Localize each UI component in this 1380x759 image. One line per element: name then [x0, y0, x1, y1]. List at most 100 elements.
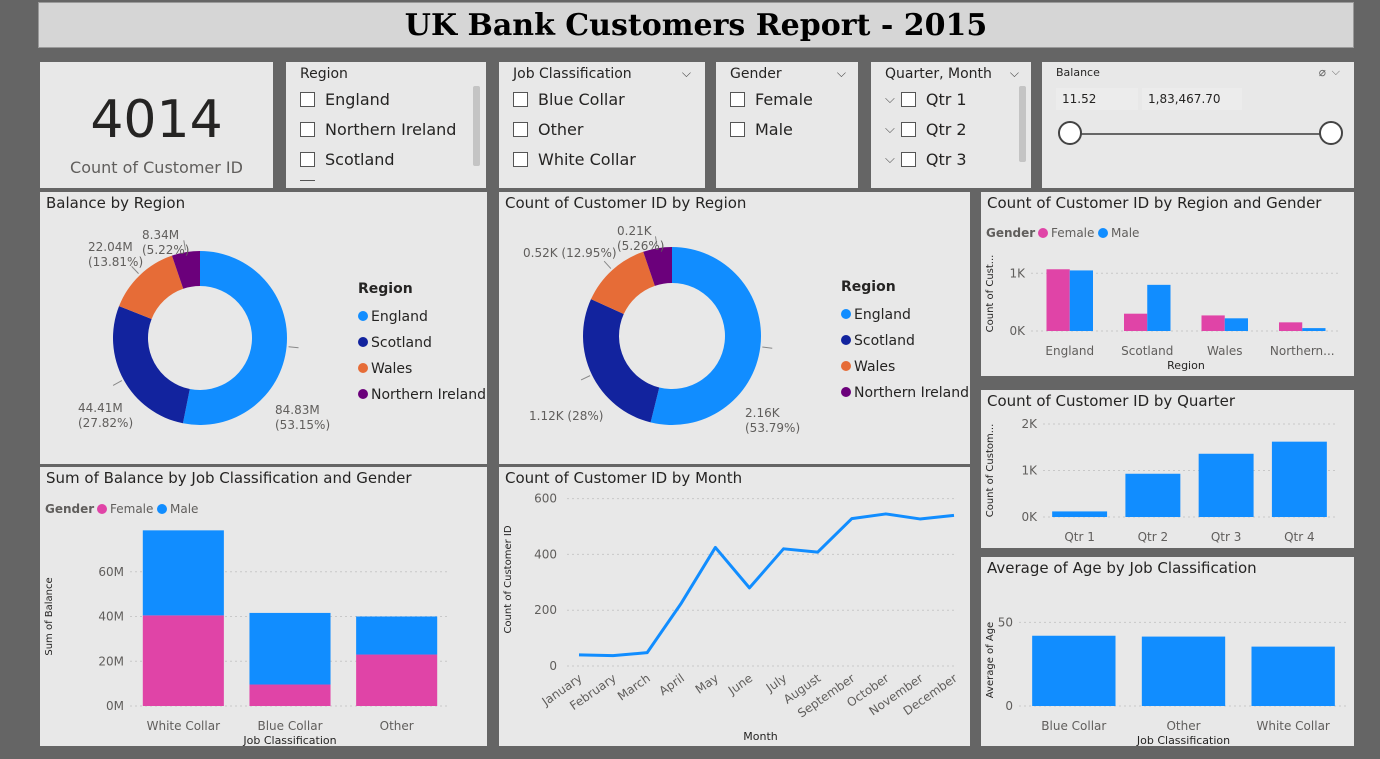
bar [1147, 284, 1171, 331]
checkbox[interactable] [300, 92, 315, 107]
balance-min-input[interactable]: 11.52 [1056, 88, 1138, 110]
x-tick-label: Blue Collar [257, 719, 322, 733]
y-tick-label: 50 [998, 615, 1013, 629]
job-slicer: Job Classification ⌵ Blue Collar Other W… [499, 62, 705, 188]
option-label: Northern Ireland [325, 120, 457, 139]
slicer-option[interactable]: Scotland [300, 150, 395, 169]
balance-max-input[interactable]: 1,83,467.70 [1142, 88, 1242, 110]
checkbox[interactable] [513, 92, 528, 107]
checkbox[interactable] [513, 152, 528, 167]
option-label: White Collar [538, 150, 636, 169]
slider-min-handle[interactable] [1058, 121, 1082, 145]
legend-marker [1038, 228, 1048, 238]
x-tick-label: Blue Collar [1041, 719, 1106, 733]
expand-icon[interactable]: ⌵ [885, 92, 895, 107]
slicer-scrollbar[interactable] [473, 86, 480, 166]
data-label: (53.79%) [745, 421, 800, 435]
kpi-card: 4014 Count of Customer ID [40, 62, 273, 188]
leader-line [288, 346, 299, 349]
slicer-option[interactable]: White Collar [513, 150, 636, 169]
bar [1032, 635, 1116, 706]
slicer-option[interactable]: ⌵ Qtr 3 [885, 150, 967, 169]
eraser-icon[interactable]: ⌀ [1318, 65, 1326, 79]
data-label: 22.04M [88, 240, 133, 254]
data-label: (13.81%) [88, 255, 143, 269]
y-tick-label: 0K [1009, 324, 1026, 338]
slicer-scrollbar[interactable] [1019, 86, 1026, 162]
count-by-region-chart: Count of Customer ID by Region 2.16K (53.… [499, 192, 970, 464]
slicer-option[interactable]: Other [513, 120, 583, 139]
donut-slice [590, 251, 655, 315]
slicer-option[interactable]: Male [730, 120, 793, 139]
slicer-option[interactable]: Northern Ireland [300, 120, 456, 139]
slicer-option[interactable]: ⌵ Qtr 2 [885, 120, 967, 139]
data-label: 44.41M [78, 401, 123, 415]
slicer-option[interactable]: Blue Collar [513, 90, 625, 109]
region-slicer-title: Region [300, 66, 348, 82]
checkbox[interactable] [300, 152, 315, 167]
kpi-value: 4014 [90, 90, 223, 150]
checkbox[interactable] [900, 92, 916, 107]
y-axis-label: Sum of Balance [44, 577, 55, 655]
legend-title: Region [358, 281, 413, 297]
legend-title: Region [841, 279, 896, 295]
region-slicer: Region England Northern Ireland Scotland [286, 62, 486, 188]
chart-title: Count of Customer ID by Month [505, 469, 743, 487]
leader-line [131, 266, 139, 274]
checkbox[interactable] [300, 122, 315, 137]
bar-svg: 0K 1K 2K Qtr 1 Qtr 2 Qtr 3 Qtr 4 Count of Custo… [985, 417, 1336, 544]
bar [1271, 441, 1327, 517]
y-axis-label: Count of Custom... [985, 424, 996, 518]
legend-marker [841, 309, 851, 319]
y-tick-label: 0 [549, 659, 557, 673]
y-axis-label: Count of Cust... [985, 255, 996, 333]
checkbox[interactable] [513, 122, 528, 137]
y-tick-label: 0K [1021, 510, 1038, 524]
expand-icon[interactable]: ⌵ [885, 152, 895, 167]
expand-icon[interactable]: ⌵ [885, 122, 895, 137]
chart-title: Average of Age by Job Classification [987, 559, 1257, 577]
option-label: Qtr 3 [925, 150, 967, 169]
chart-title: Sum of Balance by Job Classification and… [46, 469, 412, 487]
x-tick-label: Qtr 2 [1138, 530, 1169, 544]
checkbox[interactable] [900, 122, 916, 137]
bar [1302, 328, 1326, 331]
balance-slicer-title: Balance [1056, 66, 1100, 79]
legend-label: England [371, 309, 428, 325]
bar [1251, 646, 1335, 706]
slicer-option[interactable]: England [300, 90, 390, 109]
count-by-region-gender-chart: Count of Customer ID by Region and Gende… [981, 192, 1354, 376]
donut-slice [182, 251, 287, 425]
bar [1224, 318, 1248, 331]
gender-slicer-title: Gender [730, 66, 782, 82]
chevron-down-icon[interactable]: ⌵ [681, 66, 691, 80]
bar [1046, 269, 1070, 331]
chevron-down-icon[interactable]: ⌵ [1009, 66, 1019, 80]
x-axis-label: Month [743, 730, 778, 743]
x-axis-label: Job Classification [1136, 734, 1230, 746]
bar [1141, 636, 1226, 706]
legend-label: Female [1051, 226, 1094, 240]
y-tick-label: 400 [534, 547, 557, 561]
chevron-down-icon[interactable]: ⌵ [1331, 65, 1340, 78]
checkbox[interactable] [730, 122, 745, 137]
bar [1069, 270, 1093, 331]
count-by-month-chart: Count of Customer ID by Month 0 200 400 600… [499, 467, 970, 746]
job-slicer-title: Job Classification [513, 66, 632, 82]
legend-label: Scotland [371, 335, 432, 351]
slicer-option[interactable]: ⌵ Qtr 1 [885, 90, 967, 109]
slider-max-handle[interactable] [1319, 121, 1343, 145]
x-tick-label: April [656, 671, 687, 698]
chevron-down-icon[interactable]: ⌵ [836, 66, 846, 80]
option-label: England [325, 90, 390, 109]
donut-slice [171, 251, 200, 289]
quarter-slicer-title: Quarter, Month [885, 66, 992, 82]
slider-track[interactable] [1070, 133, 1332, 135]
checkbox[interactable] [900, 152, 916, 167]
legend-title: Gender [45, 502, 94, 516]
slicer-option[interactable]: Female [730, 90, 813, 109]
donut-slice [112, 306, 190, 424]
checkbox[interactable] [730, 92, 745, 107]
legend-label: Male [1111, 226, 1139, 240]
x-tick-label: March [615, 671, 653, 703]
